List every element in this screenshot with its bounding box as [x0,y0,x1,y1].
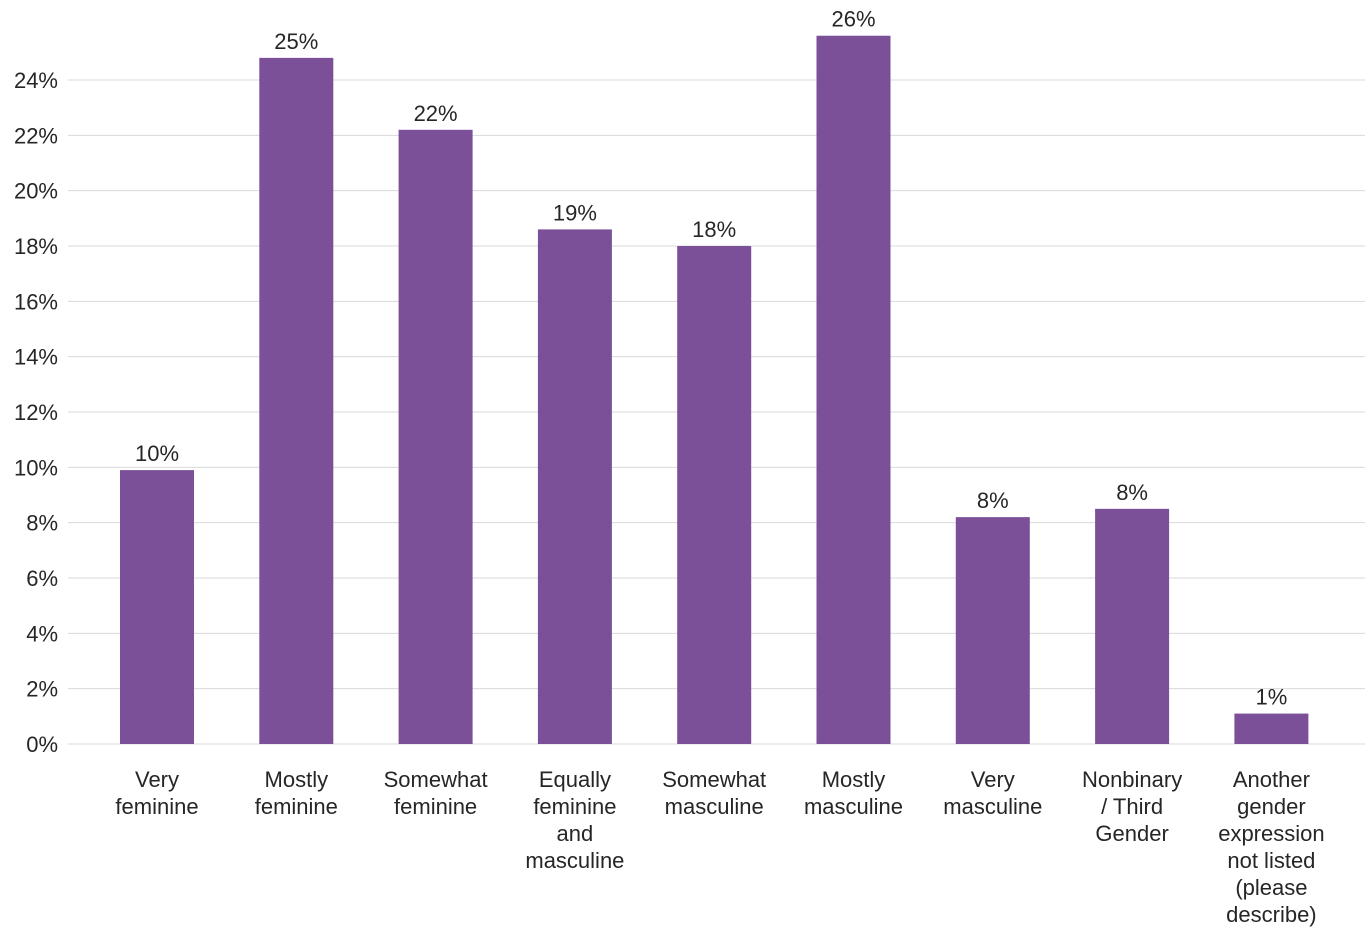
x-category-label-line: Mostly [265,767,329,792]
data-label: 22% [414,101,458,126]
x-category-label-line: expression [1218,821,1324,846]
x-category-label: Very feminine [115,767,198,819]
x-category-label-line: feminine [115,794,198,819]
x-category-label-line: Very [971,767,1015,792]
x-category-label-line: feminine [533,794,616,819]
data-label: 18% [692,217,736,242]
data-label: 8% [977,488,1009,513]
x-category-label-line: Gender [1095,821,1168,846]
x-category-label-line: masculine [525,848,624,873]
x-category-label-line: Another [1233,767,1310,792]
x-category-label-line: masculine [943,794,1042,819]
x-category-label: Equally feminine and masculine [525,767,624,873]
x-category-label-line: / Third [1101,794,1163,819]
x-category-label-line: Somewhat [662,767,766,792]
x-category-label-line: feminine [255,794,338,819]
y-tick-label: 24% [14,68,58,93]
bar [537,229,612,744]
y-tick-label: 22% [14,123,58,148]
data-labels: 10% 25% 22% 19% 18% 26% 8% 8% 1% [135,7,1287,710]
data-label: 26% [831,7,875,32]
x-category-label-line: gender [1237,794,1306,819]
data-label: 25% [274,29,318,54]
x-category-label-line: feminine [394,794,477,819]
bar [398,129,473,745]
x-category-label-line: masculine [665,794,764,819]
x-category-label-line: Mostly [822,767,886,792]
x-category-label-line: describe) [1226,902,1316,927]
bar [677,246,752,744]
bars [120,35,1309,745]
y-axis-ticks: 0% 2% 4% 6% 8% 10% 12% 14% 16% 18% 20% 22% 24% [14,68,58,757]
bar [120,470,194,744]
bar [1234,713,1309,744]
x-category-label-line: masculine [804,794,903,819]
y-tick-label: 10% [14,455,58,480]
y-tick-label: 2% [26,677,58,702]
x-category-label: Nonbinary / Third Gender [1082,767,1182,846]
y-tick-label: 16% [14,289,58,314]
x-category-label-line: Equally [539,767,611,792]
data-label: 19% [553,200,597,225]
data-label: 10% [135,441,179,466]
y-tick-label: 0% [26,732,58,757]
y-tick-label: 8% [26,511,58,536]
y-tick-label: 20% [14,179,58,204]
x-category-label: Somewhat feminine [384,767,488,819]
x-category-label: Somewhat masculine [662,767,766,819]
y-tick-label: 12% [14,400,58,425]
x-category-label-line: Somewhat [384,767,488,792]
x-category-label: Mostly masculine [804,767,903,819]
x-category-label-line: and [557,821,594,846]
y-tick-label: 6% [26,566,58,591]
x-category-label: Very masculine [943,767,1042,819]
data-label: 8% [1116,480,1148,505]
x-category-label: Mostly feminine [255,767,338,819]
y-tick-label: 4% [26,621,58,646]
x-category-label-line: not listed [1227,848,1315,873]
bar [955,517,1030,744]
data-label: 1% [1256,685,1288,710]
x-category-label-line: Very [135,767,179,792]
bar [1095,508,1170,744]
x-category-label: Another gender expression not listed (please… [1218,767,1324,927]
x-category-label-line: Nonbinary [1082,767,1182,792]
bar [816,35,891,744]
y-tick-label: 18% [14,234,58,259]
x-category-label-line: (please [1235,875,1307,900]
y-tick-label: 14% [14,345,58,370]
bar [259,57,334,745]
